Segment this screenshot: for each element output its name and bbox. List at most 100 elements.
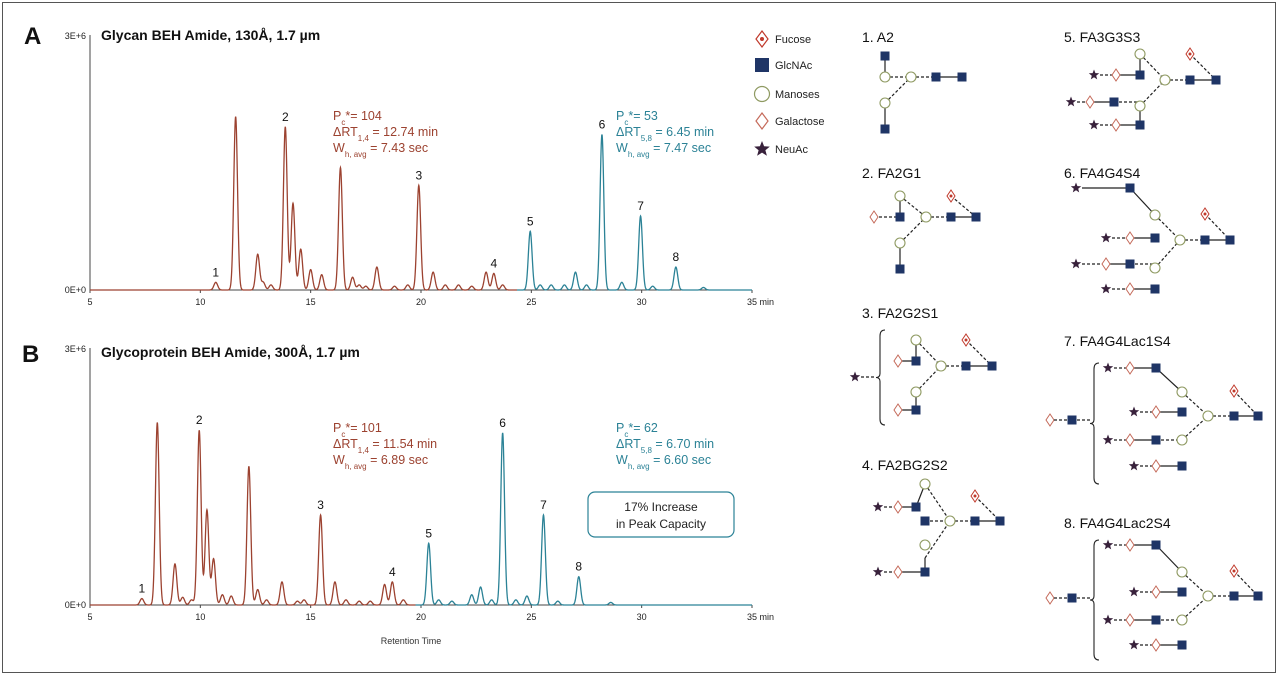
glcnac-icon <box>961 361 971 371</box>
peak-label-5: 5 <box>425 526 432 540</box>
x-tick-label: 30 <box>637 297 647 307</box>
legend-glcnac: GlcNAc <box>755 58 813 72</box>
glycan-link <box>1233 570 1259 597</box>
galactose-icon <box>755 112 769 130</box>
neuac-icon <box>849 371 861 382</box>
glcnac-icon <box>920 516 930 526</box>
series-early-line <box>90 422 416 606</box>
galactose-icon <box>893 403 903 417</box>
x-tick-label: 10 <box>195 612 205 622</box>
legend-neuac-label: NeuAc <box>775 144 809 156</box>
peak-label-3: 3 <box>415 168 422 182</box>
peak-label-8: 8 <box>575 560 582 574</box>
neuac-icon <box>754 141 770 156</box>
mannose-icon <box>1176 434 1188 446</box>
galactose-icon <box>1125 538 1135 552</box>
glycan-link <box>899 216 927 244</box>
glycan-link <box>899 195 927 218</box>
galactose-icon <box>1151 459 1161 473</box>
peak-label-6: 6 <box>599 117 606 131</box>
x-tick-label: 20 <box>416 297 426 307</box>
brace <box>1089 539 1100 661</box>
glcnac-icon <box>1200 235 1210 245</box>
glcnac-icon <box>987 361 997 371</box>
galactose-icon <box>1045 591 1055 605</box>
mannose-icon <box>1149 209 1161 221</box>
brace <box>875 329 886 426</box>
mannose-icon <box>1176 386 1188 398</box>
glcnac-icon <box>1151 435 1161 445</box>
glycan-link <box>1181 571 1209 597</box>
peak-label-2: 2 <box>196 413 203 427</box>
glycan-link <box>1154 214 1181 241</box>
y-tick-label: 3E+6 <box>65 344 86 354</box>
legend-neuac: NeuAc <box>754 141 809 156</box>
structure-label-4: 4. FA2BG2S2 <box>862 457 948 473</box>
glcnac-icon <box>970 516 980 526</box>
legend-glcnac-label: GlcNAc <box>775 60 813 72</box>
glycan-link <box>924 520 951 559</box>
series-late-line <box>415 432 752 606</box>
glcnac-icon <box>911 502 921 512</box>
galactose-icon <box>1151 638 1161 652</box>
mannose-icon <box>1159 74 1171 86</box>
panel-b-title: Glycoprotein BEH Amide, 300Å, 1.7 µm <box>101 344 360 360</box>
mannose-icon <box>1202 590 1214 602</box>
x-tick-label: 15 <box>306 297 316 307</box>
x-tick-label: 25 <box>526 297 536 307</box>
galactose-icon <box>1151 585 1161 599</box>
x-tick-label: 20 <box>416 612 426 622</box>
x-tick-label: 15 <box>306 612 316 622</box>
peak-label-4: 4 <box>389 565 396 579</box>
pc-stat: Pc*= 101 <box>333 421 382 439</box>
drt-stat: ΔRT5,8 = 6.70 min <box>616 437 714 455</box>
glcnac-icon <box>755 58 769 72</box>
galactose-icon <box>893 354 903 368</box>
x-axis-title: Retention Time <box>381 636 442 646</box>
y-tick-label: 3E+6 <box>65 31 86 41</box>
wh-stat: Wh, avg = 7.43 sec <box>333 141 428 159</box>
glycan-link <box>1139 79 1166 107</box>
peak-label-7: 7 <box>637 199 644 213</box>
glycan-link <box>915 365 942 393</box>
galactose-icon <box>1125 282 1135 296</box>
glycan-link <box>1181 391 1209 417</box>
peak-label-5: 5 <box>527 214 534 228</box>
peak-label-3: 3 <box>317 498 324 512</box>
mannose-icon <box>1176 566 1188 578</box>
legend-fucose: Fucose <box>755 30 811 48</box>
glcnac-icon <box>931 72 941 82</box>
y-tick-label: 0E+0 <box>65 600 86 610</box>
glcnac-icon <box>1150 233 1160 243</box>
glycan-link <box>1181 595 1209 621</box>
mannose-icon <box>879 97 891 109</box>
neuac-icon <box>1102 539 1114 550</box>
pc-stat: Pc*= 104 <box>333 109 382 127</box>
glycan-link <box>974 495 1001 522</box>
galactose-icon <box>1045 413 1055 427</box>
glycan-link <box>1139 53 1166 81</box>
neuac-icon <box>1128 586 1140 597</box>
glcnac-icon <box>1150 284 1160 294</box>
glycan-link <box>915 339 942 367</box>
structure-label-5: 5. FA3G3S3 <box>1064 29 1140 45</box>
structure-label-1: 1. A2 <box>862 29 894 45</box>
glcnac-icon <box>1067 593 1077 603</box>
glcnac-icon <box>1177 587 1187 597</box>
neuac-icon <box>1088 69 1100 80</box>
drt-stat: ΔRT1,4 = 12.74 min <box>333 125 438 143</box>
glcnac-icon <box>1185 75 1195 85</box>
neuac-icon <box>1128 406 1140 417</box>
glcnac-icon <box>1253 411 1263 421</box>
glcnac-icon <box>1177 461 1187 471</box>
x-tick-label: 5 <box>87 297 92 307</box>
peak-capacity-callout: 17% Increase in Peak Capacity <box>587 491 735 538</box>
legend-galactose: Galactose <box>755 112 825 130</box>
brace <box>1089 362 1100 485</box>
mannose-icon <box>753 85 771 103</box>
